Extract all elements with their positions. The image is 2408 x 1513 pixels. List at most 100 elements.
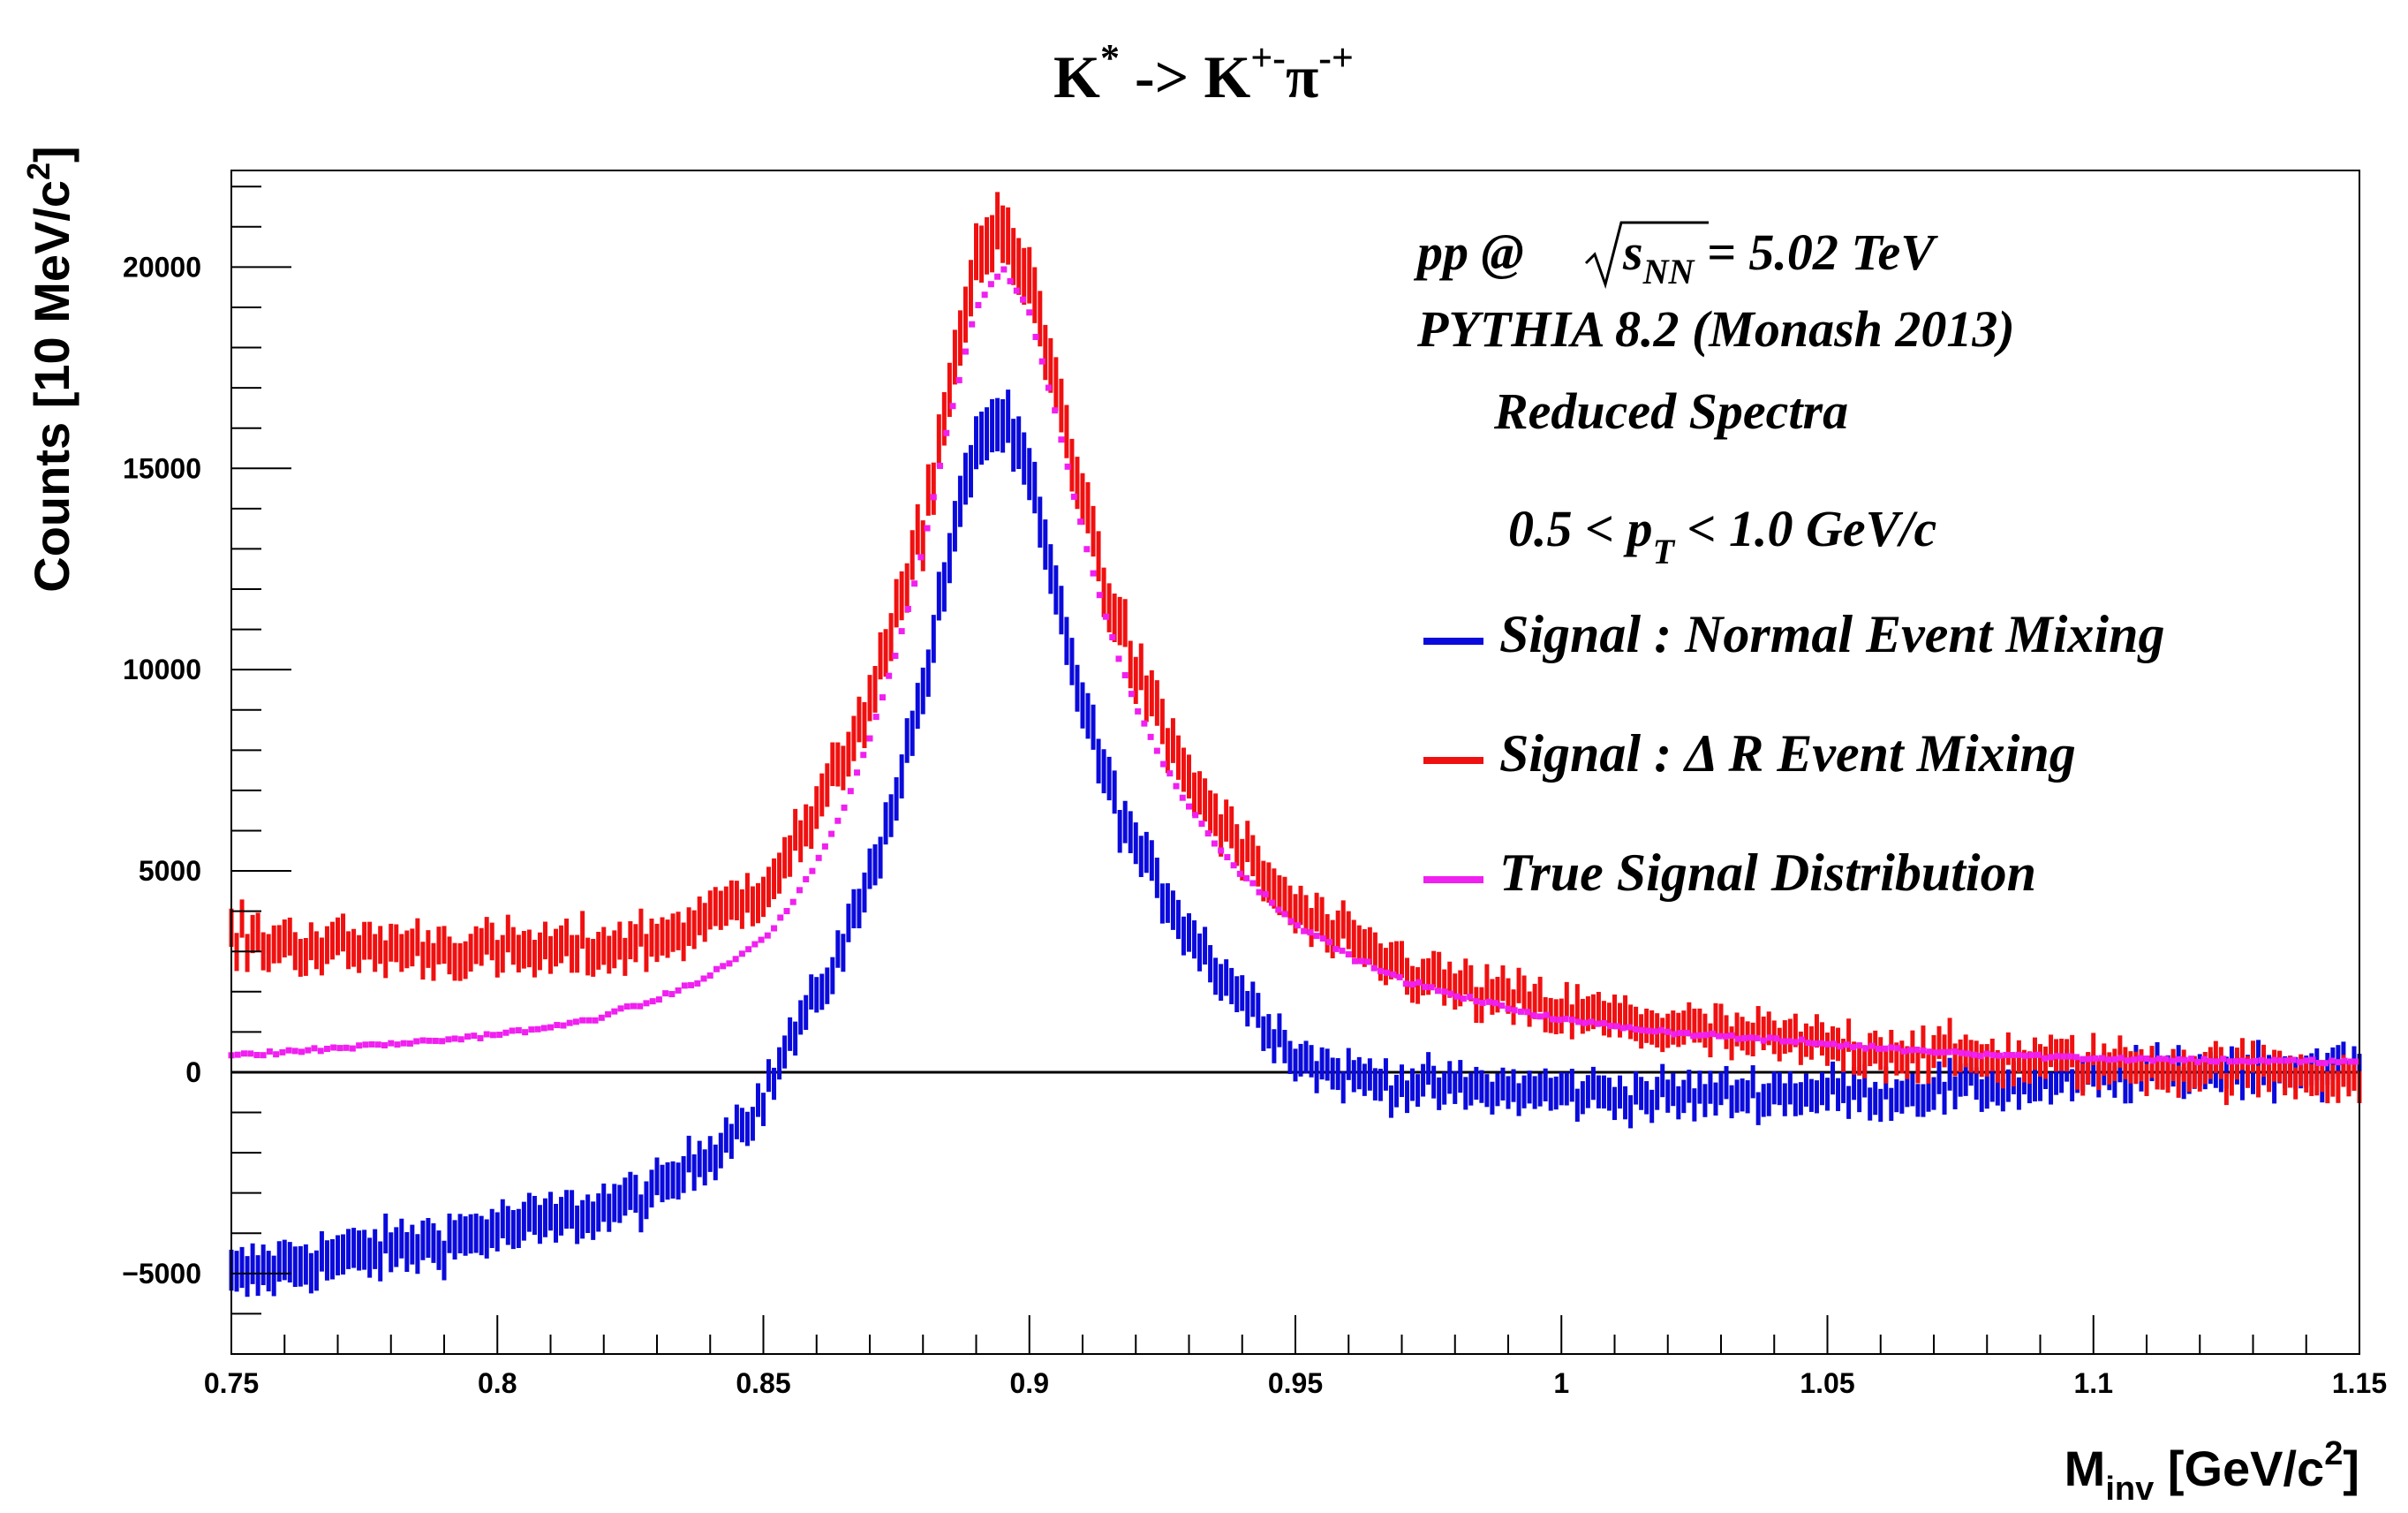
series-3-point	[738, 950, 745, 957]
series-3-point	[1364, 958, 1371, 965]
series-3-point	[662, 990, 669, 997]
series-3-point	[1473, 998, 1480, 1005]
y-tick-label: −5000	[122, 1258, 201, 1290]
series-3-point	[1485, 998, 1492, 1005]
series-3-point	[1070, 493, 1077, 500]
series-3-point	[1307, 929, 1314, 936]
series-3-point	[1709, 1030, 1716, 1037]
series-3-point	[2335, 1059, 2342, 1066]
series-3-point	[611, 1008, 618, 1015]
series-3-point	[2297, 1058, 2304, 1065]
series-3-point	[1965, 1050, 1972, 1057]
series-3-point	[471, 1033, 478, 1040]
annotation-pt-sub: T	[1653, 532, 1676, 571]
y-tick-label: 15000	[123, 452, 201, 484]
series-3-point	[1639, 1026, 1646, 1033]
annotation-energy: pp @	[1413, 223, 1524, 281]
x-axis-label: Minv [GeV/c2]	[2065, 1435, 2359, 1508]
series-3-point	[2072, 1054, 2080, 1061]
series-3-point	[509, 1027, 516, 1034]
series-3-point	[949, 403, 956, 410]
x-tick-label: 1.05	[1800, 1367, 1854, 1399]
series-3-point	[1192, 812, 1199, 819]
series-3-point	[917, 554, 925, 561]
series-3-point	[2220, 1055, 2227, 1063]
x-axis-label-unit: [GeV/c	[2154, 1441, 2324, 1496]
series-3-point	[554, 1022, 561, 1029]
series-3-point	[1683, 1030, 1690, 1037]
series-3-point	[260, 1052, 267, 1059]
series-3-point	[1121, 671, 1129, 678]
series-3-point	[1989, 1052, 1997, 1059]
series-3-point	[2048, 1054, 2055, 1061]
x-axis-label-sup: 2	[2324, 1435, 2343, 1472]
y-axis-label-sup: 2	[20, 163, 57, 180]
series-3-point	[317, 1048, 324, 1055]
series-3-point	[1894, 1045, 1901, 1052]
series-3-point	[1179, 794, 1186, 801]
series-3-point	[1619, 1025, 1627, 1032]
series-3-point	[598, 1014, 605, 1021]
series-3-point	[1760, 1037, 1767, 1044]
series-3-point	[305, 1047, 312, 1054]
series-3-point	[1204, 830, 1212, 837]
series-3-point	[1734, 1035, 1741, 1042]
series-3-point	[2252, 1057, 2259, 1064]
series-3-point	[783, 908, 790, 915]
series-3-point	[1805, 1040, 1812, 1047]
legend-entry-3: True Signal Distribution	[1423, 843, 2036, 902]
series-3-point	[1588, 1018, 1595, 1025]
series-3-point	[2066, 1053, 2073, 1060]
series-3-point	[1600, 1019, 1607, 1026]
x-axis-label-m: M	[2065, 1441, 2106, 1496]
x-axis-label-close: ]	[2343, 1441, 2359, 1496]
series-3-point	[834, 817, 842, 824]
series-3-point	[572, 1018, 579, 1025]
series-3-point	[2034, 1051, 2042, 1058]
series-3-point	[1785, 1038, 1793, 1045]
series-3-point	[381, 1042, 389, 1049]
y-tick-label: 0	[185, 1056, 201, 1088]
series-3-point	[1556, 1017, 1563, 1024]
series-3-point	[1173, 783, 1180, 790]
series-3-point	[771, 925, 778, 932]
series-3-point	[560, 1022, 567, 1029]
series-3-point	[630, 1002, 637, 1010]
y-tick-label: 20000	[123, 251, 201, 283]
series-3-point	[291, 1048, 298, 1055]
series-3-point	[1256, 889, 1263, 896]
series-3-point	[1422, 983, 1429, 990]
series-3-point	[643, 1000, 650, 1007]
series-3-point	[247, 1050, 254, 1057]
series-3-point	[464, 1033, 472, 1040]
series-3-point	[1530, 1012, 1537, 1019]
series-3-point	[2283, 1057, 2291, 1064]
series-3-point	[362, 1041, 369, 1048]
title-sup1: *	[1100, 36, 1120, 79]
series-3-point	[911, 580, 918, 587]
series-3-point	[1779, 1038, 1786, 1045]
series-3-point	[1467, 994, 1474, 1001]
annotation-pt-a: 0.5 < p	[1508, 500, 1653, 557]
series-3-point	[2060, 1053, 2067, 1060]
series-3-point	[1026, 309, 1033, 316]
series-3-point	[1103, 613, 1110, 620]
series-3-point	[2131, 1056, 2138, 1063]
series-3-point	[285, 1047, 292, 1054]
y-axis-label-post: ]	[24, 146, 79, 163]
x-tick-label: 0.8	[478, 1367, 517, 1399]
plot-background	[231, 170, 2359, 1354]
series-3-point	[1498, 1002, 1506, 1010]
series-3-point	[1773, 1035, 1780, 1042]
series-3-point	[1543, 1011, 1550, 1018]
series-3-point	[1428, 984, 1435, 991]
series-3-point	[1945, 1048, 1952, 1055]
series-3-point	[483, 1031, 490, 1038]
series-3-point	[1613, 1023, 1620, 1030]
series-3-point	[1243, 874, 1250, 881]
annotation-pt-range: 0.5 < pT < 1.0 GeV/c	[1508, 500, 1936, 571]
series-3-point	[2277, 1057, 2284, 1064]
series-3-point	[841, 804, 848, 811]
legend-label: Signal : Normal Event Mixing	[1499, 605, 2164, 663]
series-3-point	[1906, 1047, 1914, 1054]
